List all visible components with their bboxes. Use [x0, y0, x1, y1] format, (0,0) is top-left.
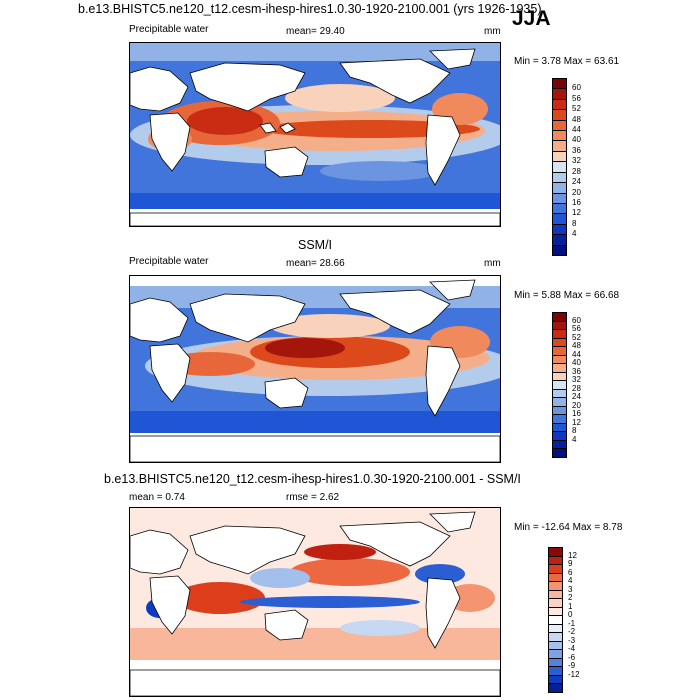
colorbar-tick-label: 52 — [572, 332, 581, 342]
colorbar-tick-label: 56 — [572, 93, 581, 103]
colorbar-tick-label: 48 — [572, 114, 581, 124]
panel1-title: b.e13.BHISTC5.ne120_t12.cesm-ihesp-hires… — [78, 2, 542, 16]
panel1-mean-label: mean= 29.40 — [286, 26, 345, 37]
colorbar-tick-label: -4 — [568, 644, 576, 654]
panel1-colorbar: 60 56 52 48 44 40 36 32 28 24 20 16 12 8 4 — [552, 78, 622, 256]
panel2-minmax-label: Min = 5.88 Max = 66.68 — [514, 290, 620, 301]
colorbar-tick-label: 44 — [572, 125, 581, 135]
colorbar-swatch — [552, 244, 567, 256]
colorbar-tick-label: 2 — [568, 593, 573, 603]
colorbar-tick-label: 0 — [568, 610, 573, 620]
panel3-colorbar: 12 9 6 4 3 2 1 0 -1 -2 -3 -4 -6 -9 -12 — [548, 547, 618, 693]
colorbar-tick-label: 4 — [568, 576, 573, 586]
colorbar-swatch — [552, 448, 567, 458]
panel2-mean-label: mean= 28.66 — [286, 258, 345, 269]
colorbar-tick-label: 6 — [568, 567, 573, 577]
colorbar-tick-label: 16 — [572, 409, 581, 419]
colorbar-tick-label: 48 — [572, 341, 581, 351]
panel3-map — [129, 507, 501, 697]
panel3-map-graphic — [130, 508, 500, 696]
colorbar-tick-label: 12 — [572, 417, 581, 427]
colorbar-tick-label: -9 — [568, 661, 576, 671]
colorbar-tick-label: -12 — [568, 669, 580, 679]
colorbar-tick-label: 12 — [568, 550, 577, 560]
colorbar-tick-label: 28 — [572, 166, 581, 176]
colorbar-tick-label: 60 — [572, 315, 581, 325]
panel2-title: SSM/I — [298, 238, 333, 252]
colorbar-tick-label: 36 — [572, 145, 581, 155]
colorbar-tick-label: -2 — [568, 627, 576, 637]
colorbar-tick-label: 24 — [572, 392, 581, 402]
panel1-variable-label: Precipitable water — [129, 24, 209, 35]
colorbar-tick-label: 44 — [572, 349, 581, 359]
panel3-minmax-label: Min = -12.64 Max = 8.78 — [514, 522, 623, 533]
panel2-variable-label: Precipitable water — [129, 256, 209, 267]
colorbar-swatch — [548, 683, 563, 693]
panel1-map-graphic — [130, 43, 500, 226]
colorbar-tick-label: 8 — [572, 218, 577, 228]
colorbar-tick-label: 32 — [572, 375, 581, 385]
panel2-map-graphic — [130, 276, 500, 462]
colorbar-tick-label: 36 — [572, 366, 581, 376]
colorbar-tick-label: 52 — [572, 104, 581, 114]
colorbar-tick-label: -1 — [568, 618, 576, 628]
season-label: JJA — [512, 7, 551, 30]
colorbar-tick-label: 32 — [572, 156, 581, 166]
colorbar-tick-label: 60 — [572, 83, 581, 93]
colorbar-tick-label: 56 — [572, 324, 581, 334]
colorbar-tick-label: 9 — [568, 559, 573, 569]
colorbar-tick-label: 8 — [572, 426, 577, 436]
colorbar-tick-label: 1 — [568, 601, 573, 611]
colorbar-tick-label: 24 — [572, 177, 581, 187]
panel3-rmse-label: rmse = 2.62 — [286, 492, 340, 503]
colorbar-tick-label: 20 — [572, 187, 581, 197]
colorbar-tick-label: 4 — [572, 229, 577, 239]
panel3-title: b.e13.BHISTC5.ne120_t12.cesm-ihesp-hires… — [104, 472, 521, 486]
colorbar-tick-label: -3 — [568, 635, 576, 645]
colorbar-tick-label: 40 — [572, 358, 581, 368]
colorbar-tick-label: 20 — [572, 400, 581, 410]
panel1-map — [129, 42, 501, 227]
panel2-colorbar: 60 56 52 48 44 40 36 32 28 24 20 16 12 8 4 — [552, 312, 622, 458]
colorbar-tick-label: -6 — [568, 652, 576, 662]
panel2-units-label: mm — [484, 258, 501, 269]
panel1-minmax-label: Min = 3.78 Max = 63.61 — [514, 56, 620, 67]
colorbar-tick-label: 4 — [572, 434, 577, 444]
panel3-mean-label: mean = 0.74 — [129, 492, 185, 503]
colorbar-tick-label: 28 — [572, 383, 581, 393]
panel1-units-label: mm — [484, 26, 501, 37]
colorbar-tick-label: 3 — [568, 584, 573, 594]
colorbar-tick-label: 16 — [572, 197, 581, 207]
colorbar-tick-label: 40 — [572, 135, 581, 145]
colorbar-tick-label: 12 — [572, 208, 581, 218]
panel2-map — [129, 275, 501, 463]
